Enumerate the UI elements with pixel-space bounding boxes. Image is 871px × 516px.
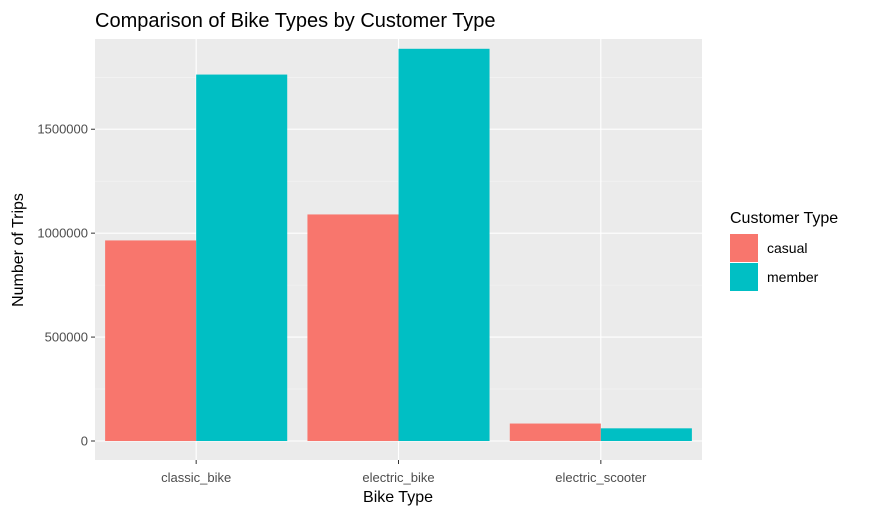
chart-title: Comparison of Bike Types by Customer Typ… [95, 10, 496, 32]
bar-member-classic_bike [196, 74, 288, 441]
legend-label-casual: casual [767, 240, 807, 256]
x-axis: classic_bike electric_bike electric_scoote… [161, 460, 647, 485]
y-axis-title: Number of Trips [10, 193, 27, 307]
legend-key-casual [730, 234, 758, 262]
legend-title: Customer Type [730, 210, 838, 227]
bar-member-electric_bike [398, 48, 490, 441]
x-tick-label: electric_scooter [555, 470, 647, 485]
legend-key-member [730, 263, 758, 291]
y-tick-label: 1000000 [37, 226, 88, 241]
x-axis-title: Bike Type [363, 489, 433, 506]
bars [105, 48, 692, 441]
legend-label-member: member [767, 269, 819, 285]
y-tick-label: 0 [81, 434, 88, 449]
bar-casual-electric_bike [307, 214, 399, 441]
bar-casual-electric_scooter [509, 423, 601, 441]
y-tick-label: 1500000 [37, 122, 88, 137]
legend: Customer Type casual member [730, 210, 838, 291]
y-tick-label: 500000 [45, 330, 88, 345]
x-tick-label: classic_bike [161, 470, 231, 485]
x-tick-label: electric_bike [362, 470, 434, 485]
bar-casual-classic_bike [105, 240, 197, 441]
bar-member-electric_scooter [600, 428, 692, 441]
y-axis: 0 500000 1000000 1500000 [37, 122, 95, 449]
